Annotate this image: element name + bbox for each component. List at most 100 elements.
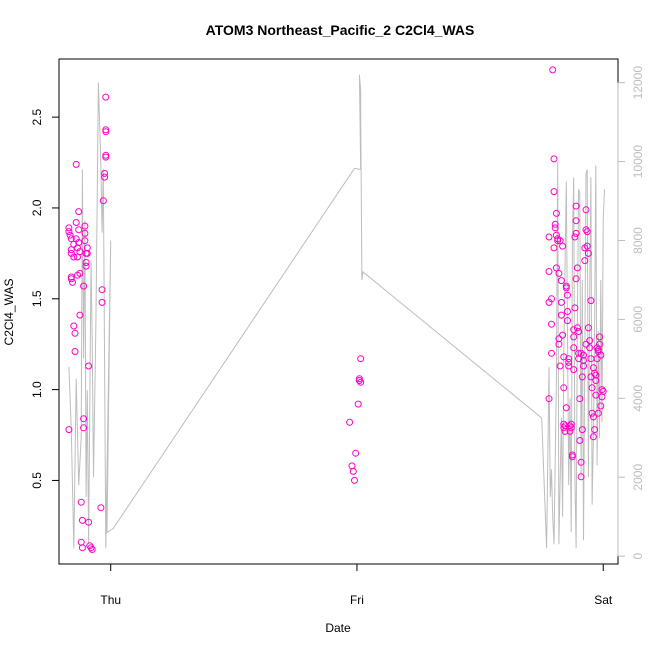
- y-tick-label: 1.5: [30, 290, 44, 307]
- data-point: [77, 538, 85, 546]
- data-point: [85, 518, 93, 526]
- data-point: [572, 217, 580, 225]
- data-point: [578, 373, 586, 381]
- data-point: [565, 355, 573, 363]
- data-point: [346, 418, 354, 426]
- right-tick-label: 4000: [631, 385, 645, 412]
- data-point: [597, 402, 605, 410]
- data-point: [87, 544, 95, 552]
- right-tick-label: 10000: [631, 145, 645, 179]
- data-point: [550, 155, 558, 163]
- data-point: [570, 344, 578, 352]
- data-point: [102, 128, 110, 136]
- data-point: [70, 322, 78, 330]
- data-point: [72, 219, 80, 226]
- data-point: [567, 424, 575, 432]
- data-point: [98, 286, 106, 294]
- data-point: [551, 224, 559, 232]
- data-point: [587, 297, 595, 305]
- data-point: [545, 268, 553, 275]
- data-point: [577, 473, 585, 481]
- bottom-axis: Thu Fri Sat: [100, 563, 613, 607]
- data-point: [102, 151, 110, 159]
- data-point: [550, 188, 558, 196]
- data-point: [565, 362, 573, 370]
- data-point: [83, 249, 91, 257]
- data-point: [85, 362, 93, 370]
- data-point: [75, 208, 83, 216]
- chart-title: ATOM3 Northeast_Pacific_2 C2Cl4_WAS: [206, 22, 475, 38]
- data-point: [82, 262, 90, 270]
- data-point: [71, 329, 79, 337]
- data-point: [575, 328, 583, 335]
- data-point: [571, 304, 579, 312]
- data-point: [594, 409, 602, 417]
- data-point: [88, 546, 96, 553]
- data-point: [70, 253, 78, 261]
- data-point: [548, 320, 555, 328]
- data-point: [572, 202, 580, 210]
- data-point: [570, 326, 578, 334]
- data-point: [76, 248, 84, 256]
- x-tick-label: Thu: [100, 593, 121, 607]
- data-point: [552, 209, 560, 217]
- data-point: [557, 311, 565, 319]
- data-point: [80, 415, 88, 423]
- y-axis-label: C2Cl4_WAS: [2, 279, 16, 346]
- data-point: [592, 377, 600, 384]
- data-point: [599, 387, 607, 395]
- data-point: [592, 371, 600, 379]
- data-point: [582, 206, 590, 214]
- data-point: [67, 275, 75, 283]
- data-point: [564, 308, 571, 315]
- data-point: [101, 173, 109, 181]
- data-point: [69, 278, 76, 286]
- data-point: [351, 476, 358, 484]
- y-tick-label: 0.5: [30, 472, 44, 489]
- right-tick-label: 2000: [631, 464, 645, 491]
- data-point: [549, 66, 557, 74]
- right-axis-line-series: [68, 74, 605, 549]
- data-point: [583, 242, 591, 250]
- data-point: [597, 351, 605, 359]
- right-tick-label: 6000: [631, 306, 645, 333]
- data-point: [580, 362, 587, 370]
- data-point: [101, 169, 109, 177]
- data-point: [564, 317, 571, 325]
- data-point: [551, 220, 559, 228]
- data-point: [554, 237, 562, 245]
- data-point: [80, 424, 88, 432]
- data-point: [67, 235, 75, 243]
- data-point: [584, 249, 592, 257]
- x-tick-label: Sat: [594, 593, 613, 607]
- data-point: [548, 295, 555, 303]
- data-point: [582, 226, 590, 234]
- data-point: [570, 366, 578, 374]
- data-point: [354, 400, 362, 408]
- right-tick-label: 0: [631, 552, 645, 559]
- data-point: [598, 386, 606, 394]
- data-point: [557, 298, 565, 306]
- data-point: [592, 391, 600, 399]
- plot-frame: [58, 58, 619, 565]
- data-point: [66, 231, 74, 239]
- data-point: [573, 264, 581, 272]
- y-tick-label: 1.0: [30, 381, 44, 398]
- data-point: [583, 228, 591, 236]
- data-point: [72, 160, 80, 168]
- data-point: [559, 242, 567, 250]
- data-point: [357, 355, 365, 363]
- data-point: [576, 437, 584, 444]
- right-tick-label: 8000: [631, 227, 645, 254]
- data-point: [560, 353, 568, 361]
- data-point: [559, 331, 567, 339]
- data-point: [81, 237, 89, 245]
- data-point: [584, 324, 592, 332]
- data-point: [560, 384, 568, 392]
- data-point: [65, 426, 73, 434]
- data-point: [86, 542, 94, 550]
- data-point: [566, 422, 574, 430]
- series-line: [68, 74, 605, 549]
- data-point: [352, 449, 360, 457]
- data-point: [65, 228, 73, 236]
